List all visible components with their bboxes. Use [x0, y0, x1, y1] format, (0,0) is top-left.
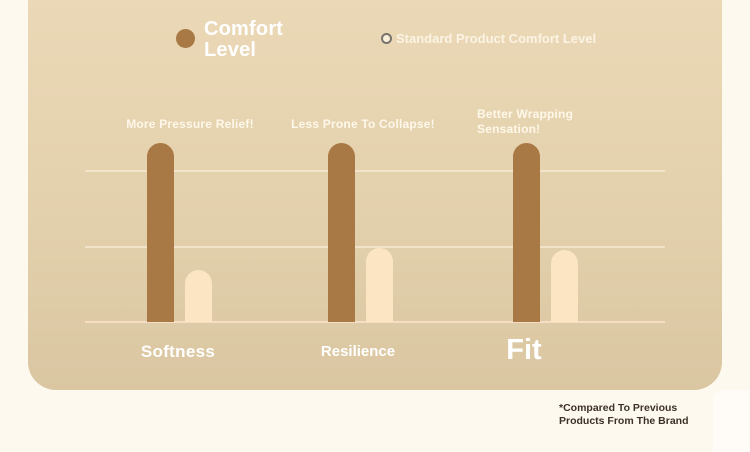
annotation-resilience: Less Prone To Collapse!	[291, 117, 435, 131]
bar-softness-standard	[185, 270, 212, 322]
corner-card-edge	[713, 390, 750, 452]
annotation-fit: Better Wrapping Sensation!	[477, 107, 574, 136]
bar-softness-comfort	[147, 143, 174, 322]
gridline-2	[85, 170, 665, 172]
legend-secondary-label: Standard Product Comfort Level	[396, 31, 597, 46]
x-axis-baseline	[85, 321, 665, 323]
footnote: *Compared To Previous Products From The …	[559, 402, 689, 427]
bar-resilience-comfort	[328, 143, 355, 322]
comfort-level-legend-dot-icon	[176, 29, 195, 48]
bar-resilience-standard	[366, 248, 393, 322]
legend-primary-label: Comfort Level	[204, 18, 284, 61]
category-label-fit: Fit	[506, 334, 542, 366]
annotation-softness: More Pressure Relief!	[126, 117, 254, 131]
chart-card	[28, 0, 722, 390]
bar-fit-comfort	[513, 143, 540, 322]
standard-product-legend-dot-icon	[381, 33, 392, 44]
category-label-resilience: Resilience	[320, 343, 396, 360]
category-label-softness: Softness	[140, 342, 216, 361]
gridline-1	[85, 246, 665, 248]
bar-fit-standard	[551, 249, 578, 322]
